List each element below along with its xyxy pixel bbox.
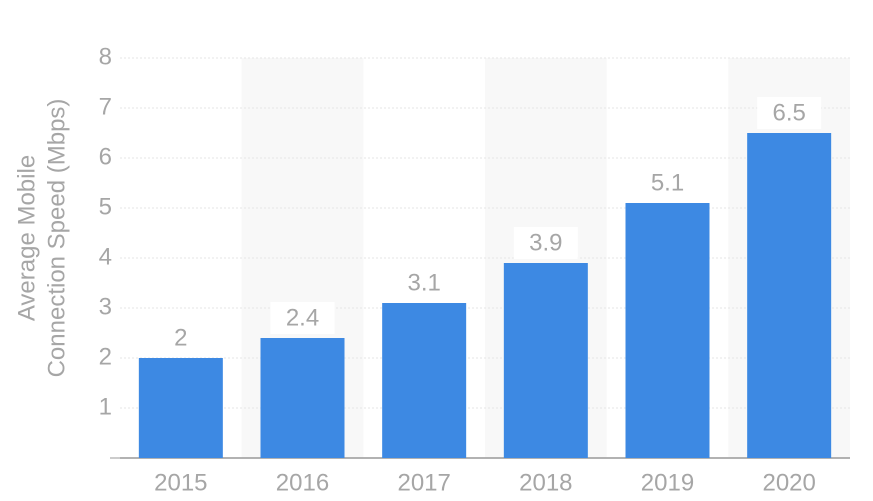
value-label: 2 — [174, 324, 187, 351]
bar — [747, 133, 832, 458]
y-tick-label: 6 — [99, 143, 112, 170]
y-axis-label: Average Mobile — [13, 155, 40, 321]
x-tick-label: 2020 — [762, 469, 815, 496]
value-label: 5.1 — [651, 169, 684, 196]
y-tick-label: 7 — [99, 93, 112, 120]
value-label: 2.4 — [286, 304, 319, 331]
y-tick-label: 5 — [99, 193, 112, 220]
x-tick-label: 2019 — [641, 469, 694, 496]
y-tick-label: 1 — [99, 393, 112, 420]
x-tick-label: 2016 — [276, 469, 329, 496]
value-label: 3.9 — [529, 229, 562, 256]
y-tick-label: 8 — [99, 43, 112, 70]
y-tick-label: 4 — [99, 243, 112, 270]
y-tick-label: 2 — [99, 343, 112, 370]
value-label-bg — [513, 227, 578, 259]
value-label: 3.1 — [407, 269, 440, 296]
value-label-bg — [148, 322, 213, 354]
bar — [625, 203, 710, 458]
value-label-bg — [635, 167, 700, 199]
x-tick-label: 2017 — [397, 469, 450, 496]
y-tick-label: 3 — [99, 293, 112, 320]
value-label-bg — [757, 97, 822, 129]
x-tick-label: 2015 — [154, 469, 207, 496]
y-axis-label: Connection Speed (Mbps) — [43, 99, 70, 378]
x-tick-label: 2018 — [519, 469, 572, 496]
bar — [260, 338, 345, 458]
bar — [138, 358, 223, 458]
value-label-bg — [270, 302, 335, 334]
bar — [382, 303, 467, 458]
bar — [503, 263, 588, 458]
value-label-bg — [392, 267, 457, 299]
value-label: 6.5 — [772, 99, 805, 126]
